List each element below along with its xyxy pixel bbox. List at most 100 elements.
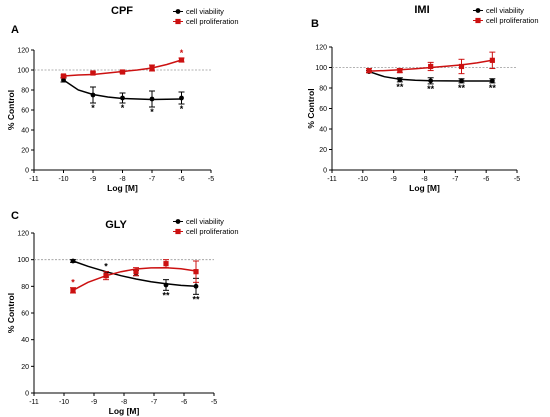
panel-A: A CPF 0 20 40 60 80 100 120 -11 -10 -9 -8 -7 -6 -5 Log [… — [6, 5, 239, 193]
significance-marker: ** — [427, 84, 435, 94]
x-tick-label: -10 — [59, 399, 69, 406]
data-point — [489, 57, 495, 63]
data-point — [366, 67, 372, 74]
data-point — [90, 70, 96, 76]
x-tick-label: -10 — [358, 176, 368, 183]
data-point — [178, 57, 185, 63]
significance-marker: ** — [458, 83, 466, 93]
y-tick-label: 40 — [21, 128, 29, 135]
data-point — [90, 92, 96, 98]
panel-letter: C — [11, 210, 19, 222]
significance-marker: ** — [489, 83, 497, 93]
x-tick-label: -8 — [121, 399, 127, 406]
panel-letter: A — [11, 24, 19, 36]
significance-marker: * — [180, 104, 184, 114]
x-tick-label: -11 — [29, 176, 39, 183]
y-tick-label: 100 — [17, 68, 29, 75]
x-tick-label: -5 — [211, 399, 217, 406]
series-cell-proliferation: cell proliferation — [366, 16, 539, 75]
y-tick-label: 0 — [323, 168, 327, 175]
y-tick-label: 80 — [21, 88, 29, 95]
x-tick-label: -9 — [391, 176, 397, 183]
legend-marker — [175, 18, 181, 25]
x-axis-label: Log [M] — [109, 406, 140, 416]
x-axis-label: Log [M] — [107, 183, 138, 193]
y-tick-label: 80 — [319, 86, 327, 93]
data-point — [179, 95, 184, 101]
chart-title: CPF — [111, 5, 133, 17]
legend-label: cell viability — [486, 6, 524, 15]
y-tick-label: 60 — [21, 108, 29, 115]
y-tick-label: 40 — [21, 337, 29, 344]
y-tick-label: 20 — [21, 148, 29, 155]
x-tick-label: -8 — [421, 176, 427, 183]
data-point — [60, 73, 67, 79]
legend-label: cell proliferation — [486, 16, 539, 25]
y-axis-label: % Control — [6, 293, 16, 333]
y-tick-label: 120 — [17, 231, 29, 238]
data-point — [459, 78, 464, 84]
y-tick-label: 120 — [315, 45, 327, 52]
x-tick-label: -11 — [29, 399, 39, 406]
data-point — [428, 63, 434, 70]
legend-label: cell viability — [186, 217, 224, 226]
y-tick-label: 0 — [25, 391, 29, 398]
legend-marker — [175, 228, 181, 235]
significance-marker: * — [150, 107, 154, 117]
chart-title: IMI — [414, 4, 429, 16]
data-point — [133, 269, 139, 275]
legend-label: cell proliferation — [186, 227, 239, 236]
legend-label: cell viability — [186, 7, 224, 16]
y-tick-label: 20 — [21, 364, 29, 371]
data-point — [193, 283, 199, 289]
significance-marker: * — [180, 48, 184, 58]
legend-marker — [475, 17, 481, 24]
y-tick-label: 20 — [319, 147, 327, 154]
x-tick-label: -7 — [151, 399, 157, 406]
y-tick-label: 100 — [315, 65, 327, 72]
x-axis-label: Log [M] — [409, 183, 440, 193]
data-point — [163, 282, 169, 288]
significance-marker: * — [91, 103, 95, 113]
x-tick-label: -6 — [483, 176, 489, 183]
significance-marker: * — [121, 103, 125, 113]
x-tick-label: -5 — [208, 176, 214, 183]
panel-letter: B — [311, 18, 319, 30]
data-point — [103, 273, 109, 279]
series-cell-proliferation: * cell proliferation — [70, 227, 239, 294]
y-tick-label: 40 — [319, 127, 327, 134]
significance-marker: * — [71, 278, 75, 288]
data-point — [149, 96, 155, 102]
x-tick-label: -6 — [181, 399, 187, 406]
data-point — [163, 261, 169, 267]
y-tick-label: 100 — [17, 257, 29, 264]
y-axis-label: % Control — [6, 90, 16, 130]
x-tick-label: -10 — [58, 176, 68, 183]
x-tick-label: -11 — [327, 176, 337, 183]
x-tick-label: -7 — [452, 176, 458, 183]
chart-title: GLY — [105, 219, 127, 231]
legend-marker — [475, 8, 481, 13]
data-point — [193, 269, 199, 275]
x-tick-label: -5 — [514, 176, 520, 183]
y-tick-label: 120 — [17, 48, 29, 55]
x-tick-label: -7 — [149, 176, 155, 183]
legend-label: cell proliferation — [186, 17, 239, 26]
data-point — [70, 287, 76, 293]
data-point — [149, 65, 155, 71]
data-point — [397, 77, 403, 83]
x-tick-label: -8 — [119, 176, 125, 183]
y-tick-label: 0 — [25, 168, 29, 175]
significance-marker: * — [104, 262, 108, 272]
series-cell-viability: * * * * cell viability — [60, 7, 224, 117]
significance-marker: ** — [396, 82, 404, 92]
legend-marker — [175, 9, 181, 14]
panel-B: B IMI 0 20 40 60 80 100 120 -11 -10 -9 -8 -7 -6 -5 Log [… — [306, 4, 539, 193]
significance-marker: ** — [162, 290, 170, 300]
x-tick-label: -9 — [90, 176, 96, 183]
series-cell-proliferation: * cell proliferation — [60, 17, 239, 79]
data-point — [428, 78, 434, 84]
data-point — [458, 63, 465, 70]
y-tick-label: 60 — [21, 311, 29, 318]
